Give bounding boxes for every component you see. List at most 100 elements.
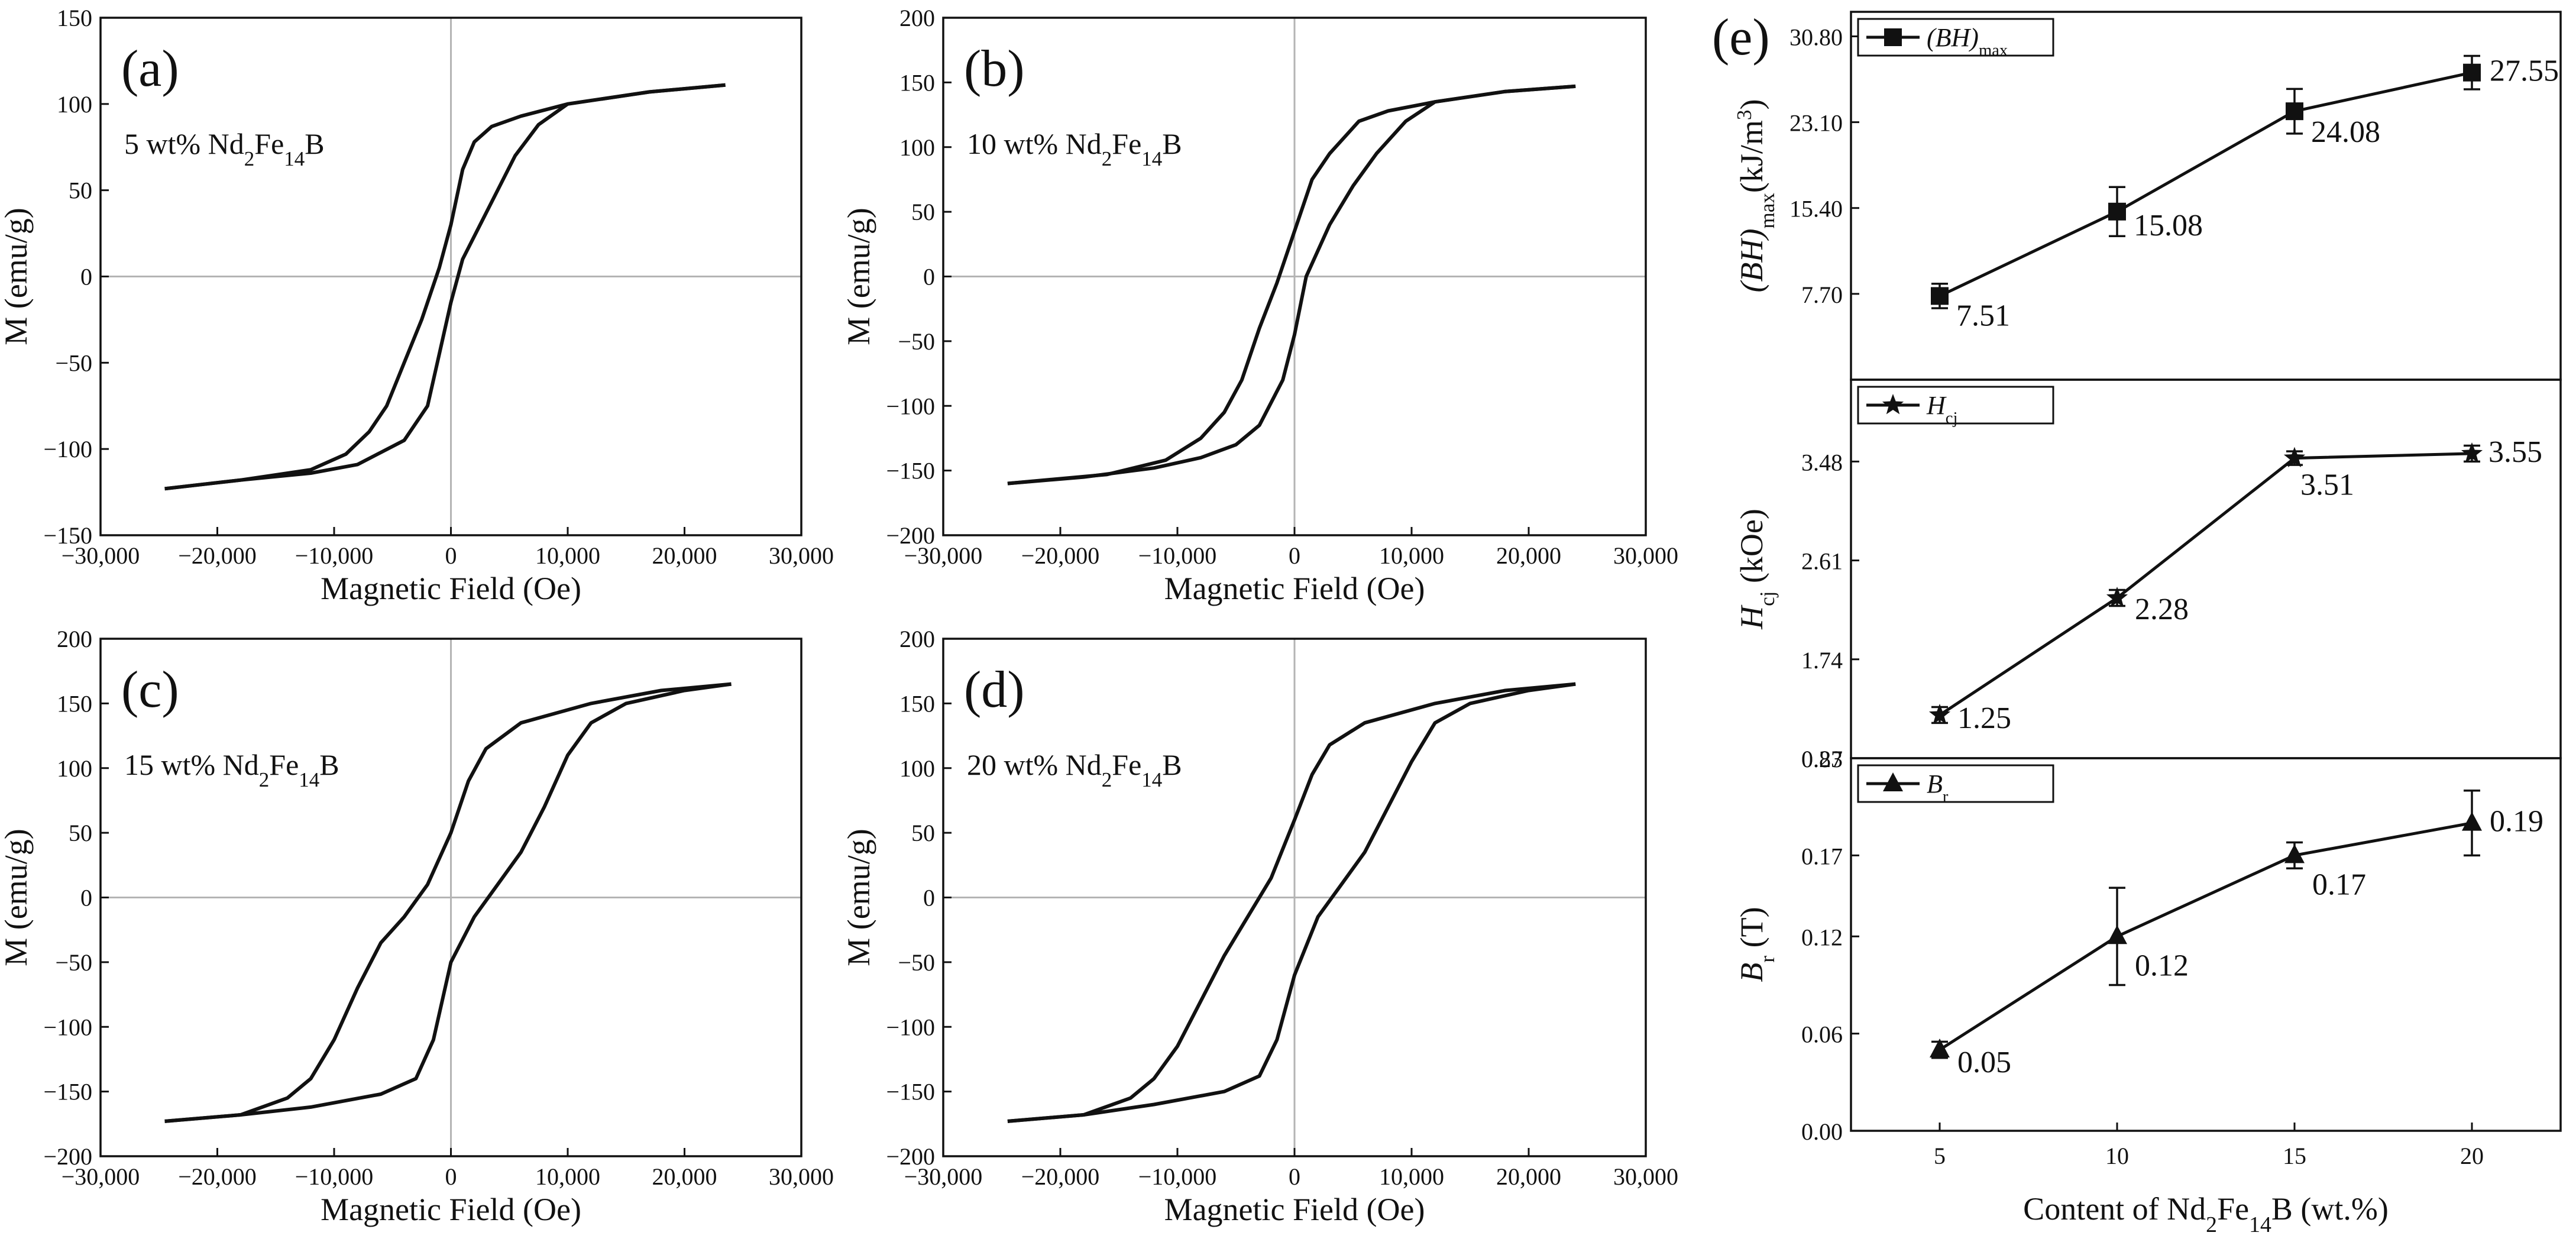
y-tick-label: 1.74 [1801,647,1843,674]
text-span: 14 [299,768,319,791]
y-axis-label: M (emu/g) [0,208,34,345]
legend-label: Hcj [1926,391,1957,428]
text-span: r [1943,788,1949,806]
y-tick-label: −50 [898,949,935,976]
data-label: 1.25 [1957,701,2011,735]
hysteresis-descending-branch [164,83,726,491]
y-tick-label: −50 [55,350,92,376]
x-tick-label: −10,000 [1138,542,1217,569]
y-tick-label: 100 [57,755,92,782]
data-point-star [2461,442,2483,463]
subplot-BHmax: 7.70 15.40 23.10 30.80 7.51 15.08 24.08 27.55 (B… [1733,11,2562,381]
x-tick-label: −30,000 [62,1163,140,1190]
data-label: 3.55 [2488,435,2542,469]
y-tick-label: 100 [57,91,92,118]
x-tick-label: −20,000 [178,1163,257,1190]
x-tick-label: 30,000 [769,1163,834,1190]
data-point-star [1928,704,1951,724]
x-tick-label: 20 [2460,1143,2484,1169]
text-span: B [1162,748,1182,781]
hysteresis-panel-a: −30,000 −20,000 −10,000 0 10,000 20,000 30,000… [0,5,834,606]
data-label: 0.19 [2490,805,2543,839]
x-tick-label: 0 [1289,542,1300,569]
data-label: 7.51 [1956,299,2010,332]
y-tick-label: 50 [69,820,92,846]
x-tick-label: 5 [1934,1143,1946,1169]
x-tick-label: −20,000 [1021,1163,1100,1190]
series-line [1939,821,2473,1052]
data-label: 24.08 [2311,115,2380,149]
data-label: 0.05 [1957,1046,2011,1079]
data-point-square [1884,28,1902,46]
text-span: B (wt.%) [2271,1191,2389,1227]
data-point-square [1931,287,1949,305]
data-point-square [2286,102,2303,121]
y-tick-label: 0 [923,885,935,911]
hysteresis-panel-b: −30,000 −20,000 −10,000 0 10,000 20,000 30,000… [841,5,1678,606]
text-span: B [1927,769,1943,798]
y-tick-label: −150 [43,1079,92,1105]
text-span: 3 [1733,110,1756,121]
y-tick-label: 150 [57,690,92,717]
data-point-triangle [2107,925,2127,945]
text-span: 10 wt% Nd [967,127,1102,160]
legend: Hcj [1857,386,2054,428]
series-line [1939,71,2473,297]
hysteresis-descending-branch [1007,682,1576,1123]
y-axis-label: Br (T) [1734,907,1779,982]
data-point-triangle [1883,772,1903,791]
legend-label: (BH)max [1927,23,2008,60]
text-span: max [1979,41,2008,60]
x-tick-label: −10,000 [1138,1163,1217,1190]
panel-label: (a) [121,40,179,98]
text-span: B [1162,127,1182,160]
x-axis-label: Magnetic Field (Oe) [321,1192,581,1227]
x-axis-label: Content of Nd2Fe14B (wt.%) [2023,1191,2389,1237]
panel-e: (e) 7.70 15.40 23.10 30.80 7.51 15.08 24.08 27.5… [1712,9,2562,1237]
text-span: 14 [1141,768,1162,791]
x-tick-label: 0 [445,542,457,569]
hysteresis-descending-branch [164,682,732,1123]
composition-annotation: 10 wt% Nd2Fe14B [967,127,1182,170]
text-span: 5 wt% Nd [124,127,244,160]
legend-box [1857,18,2054,57]
text-span: 14 [2249,1212,2271,1237]
y-tick-label: 50 [911,199,935,225]
x-tick-label: −20,000 [178,542,257,569]
data-label: 3.51 [2300,468,2354,502]
x-tick-label: 30,000 [769,542,834,569]
text-span: B [1734,963,1769,982]
y-tick-label: −200 [43,1143,92,1170]
data-label: 27.55 [2490,54,2559,88]
y-tick-label: −100 [43,436,92,462]
plot-frame [1850,757,2562,1132]
text-span: 14 [284,147,305,170]
data-point-star [1882,394,1904,415]
y-axis-label: M (emu/g) [0,829,34,966]
y-tick-label: −100 [43,1014,92,1040]
data-label: 0.12 [2135,949,2189,982]
text-span: Fe [254,127,284,160]
text-span: B [305,127,324,160]
x-tick-label: 0 [445,1163,457,1190]
composition-annotation: 15 wt% Nd2Fe14B [124,748,339,791]
x-axis-label: Magnetic Field (Oe) [1164,1192,1425,1227]
y-tick-label: 2.61 [1801,548,1843,575]
x-tick-label: −20,000 [1021,542,1100,569]
hysteresis-panel-d: −30,000 −20,000 −10,000 0 10,000 20,000 30,000… [841,626,1678,1227]
y-tick-label: 150 [899,69,935,96]
y-tick-label: 50 [911,820,935,846]
text-span: cj [1756,591,1779,606]
data-point-triangle [1930,1039,1950,1058]
text-span: 2 [244,147,255,170]
y-tick-label: 100 [899,755,935,782]
data-point-triangle [2462,811,2482,831]
text-span: r [1756,956,1779,963]
text-span: max [1756,193,1779,229]
y-axis-label: (BH)max(kJ/m3) [1733,99,1779,293]
hysteresis-descending-branch [1007,84,1576,486]
x-tick-label: 20,000 [652,1163,717,1190]
y-tick-label: 50 [69,177,92,204]
